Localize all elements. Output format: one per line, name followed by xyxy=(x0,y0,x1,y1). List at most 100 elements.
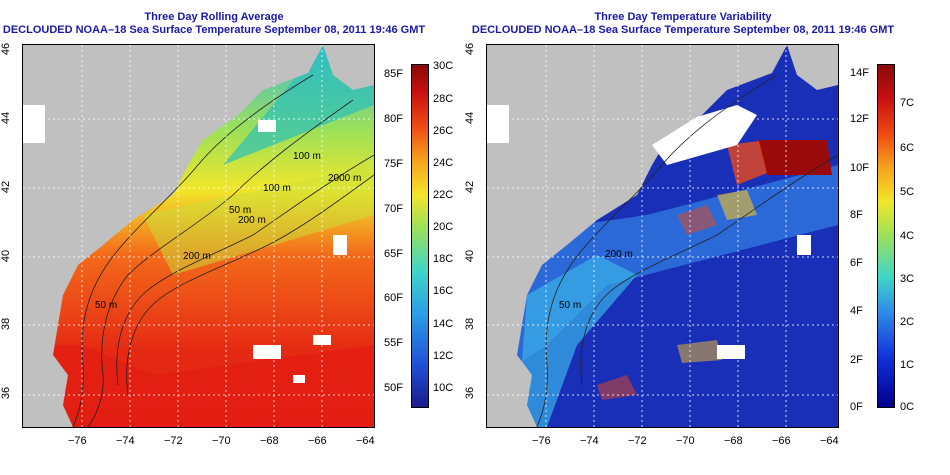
right-colorbar-f-label: 8F xyxy=(850,209,863,221)
right-cloud-patch xyxy=(717,345,745,359)
right-map-title-main: Three Day Temperature Variability xyxy=(594,11,772,23)
right-variability-map-svg xyxy=(487,45,838,427)
right-y-tick: 46 xyxy=(464,42,477,56)
left-contour-label: 100 m xyxy=(293,151,321,162)
left-cloud-patch xyxy=(23,105,45,143)
left-colorbar-f-label: 60F xyxy=(384,292,403,304)
right-colorbar-c-label: 4C xyxy=(900,230,915,242)
right-x-tick: −68 xyxy=(724,435,743,447)
right-y-tick: 44 xyxy=(464,111,477,125)
right-y-tick: 42 xyxy=(464,180,477,194)
left-colorbar xyxy=(411,64,429,408)
right-x-tick: −64 xyxy=(820,435,839,447)
left-x-tick: −72 xyxy=(164,435,183,447)
right-colorbar-c-label: 7C xyxy=(900,97,915,109)
right-cloud-patch xyxy=(487,105,509,143)
right-y-tick: 36 xyxy=(464,386,477,400)
left-x-tick: −66 xyxy=(308,435,327,447)
left-x-tick: −74 xyxy=(116,435,135,447)
right-graticule xyxy=(487,45,838,427)
right-hotspot-edge xyxy=(727,141,767,185)
right-x-tick: −72 xyxy=(628,435,647,447)
right-contour-label: 200 m xyxy=(605,249,633,260)
right-variability-band xyxy=(717,190,757,220)
right-x-tick: −74 xyxy=(580,435,599,447)
left-contour-label: 200 m xyxy=(238,215,266,226)
right-colorbar xyxy=(877,64,895,408)
left-colorbar-f-label: 70F xyxy=(384,203,403,215)
right-hotspot xyxy=(757,140,832,175)
left-colorbar-c-label: 20C xyxy=(433,221,454,233)
right-colorbar-f-label: 10F xyxy=(850,162,869,174)
right-y-tick: 38 xyxy=(464,317,477,331)
left-y-tick: 42 xyxy=(0,180,13,194)
left-colorbar-c-label: 30C xyxy=(433,60,454,72)
right-x-tick: −76 xyxy=(532,435,551,447)
right-colorbar-c-label: 2C xyxy=(900,316,915,328)
left-colorbar-f-label: 85F xyxy=(384,68,403,80)
left-contour-100m xyxy=(87,99,354,427)
right-no-data-region xyxy=(652,105,757,165)
right-variability-band xyxy=(597,375,637,400)
left-y-tick: 36 xyxy=(0,386,13,400)
left-gulf-stream xyxy=(23,345,374,427)
left-y-tick: 40 xyxy=(0,249,13,263)
right-variability-band xyxy=(677,340,722,363)
left-cloud-patch xyxy=(333,235,347,255)
left-contour-label: 100 m xyxy=(263,183,291,194)
right-shelf-band xyxy=(487,165,838,385)
left-colorbar-f-label: 55F xyxy=(384,337,403,349)
left-x-tick: −64 xyxy=(356,435,375,447)
right-x-tick: −66 xyxy=(772,435,791,447)
left-colorbar-f-label: 65F xyxy=(384,248,403,260)
right-colorbar-f-label: 6F xyxy=(850,257,863,269)
right-contour-200m xyxy=(580,154,838,386)
right-colorbar-c-label: 6C xyxy=(900,142,915,154)
left-cloud-patch xyxy=(293,375,305,383)
right-y-tick: 40 xyxy=(464,249,477,263)
left-colorbar-f-label: 50F xyxy=(384,382,403,394)
right-colorbar-c-label: 0C xyxy=(900,401,915,413)
right-colorbar-f-label: 0F xyxy=(850,401,863,413)
left-contour-label: 50 m xyxy=(95,300,118,311)
right-colorbar-c-label: 5C xyxy=(900,186,915,198)
left-colorbar-c-label: 22C xyxy=(433,189,454,201)
left-x-tick: −76 xyxy=(68,435,87,447)
left-y-tick: 38 xyxy=(0,317,13,331)
right-cloud-patch xyxy=(797,235,811,255)
left-contour-label: 2000 m xyxy=(328,173,362,184)
left-y-tick: 46 xyxy=(0,42,13,56)
left-contour-label: 200 m xyxy=(183,251,211,262)
left-colorbar-c-label: 16C xyxy=(433,285,454,297)
right-land-nova-scotia xyxy=(787,45,838,90)
right-colorbar-f-label: 12F xyxy=(850,113,869,125)
left-colorbar-c-label: 14C xyxy=(433,318,454,330)
left-land xyxy=(23,45,323,427)
left-shelf-band xyxy=(143,165,374,275)
left-cloud-patch xyxy=(253,345,281,359)
left-land-nova-scotia xyxy=(323,45,374,90)
left-y-tick: 44 xyxy=(0,111,13,125)
left-sst-map-svg xyxy=(23,45,374,427)
left-colorbar-c-label: 28C xyxy=(433,93,454,105)
right-colorbar-c-label: 1C xyxy=(900,359,915,371)
left-x-tick: −70 xyxy=(212,435,231,447)
left-map-subtitle: DECLOUDED NOAA–18 Sea Surface Temperatur… xyxy=(2,24,426,36)
left-map-title-main: Three Day Rolling Average xyxy=(144,11,284,23)
right-x-tick: −70 xyxy=(676,435,695,447)
left-colorbar-c-label: 26C xyxy=(433,125,454,137)
right-map-subtitle: DECLOUDED NOAA–18 Sea Surface Temperatur… xyxy=(471,24,895,36)
right-colorbar-f-label: 14F xyxy=(850,67,869,79)
left-colorbar-c-label: 24C xyxy=(433,157,454,169)
left-contour-2000m xyxy=(126,174,374,396)
left-sst-map: 100 m 100 m 2000 m 200 m 200 m 50 m 50 m xyxy=(22,44,375,428)
right-variability-map: 200 m 50 m xyxy=(486,44,839,428)
left-colorbar-f-label: 75F xyxy=(384,158,403,170)
left-x-tick: −68 xyxy=(260,435,279,447)
left-contour-200m xyxy=(116,154,374,386)
right-contour-50m xyxy=(536,74,778,427)
right-variability-band xyxy=(677,205,717,235)
right-land xyxy=(487,45,787,427)
left-colorbar-c-label: 12C xyxy=(433,350,454,362)
left-contour-50m xyxy=(72,74,314,427)
